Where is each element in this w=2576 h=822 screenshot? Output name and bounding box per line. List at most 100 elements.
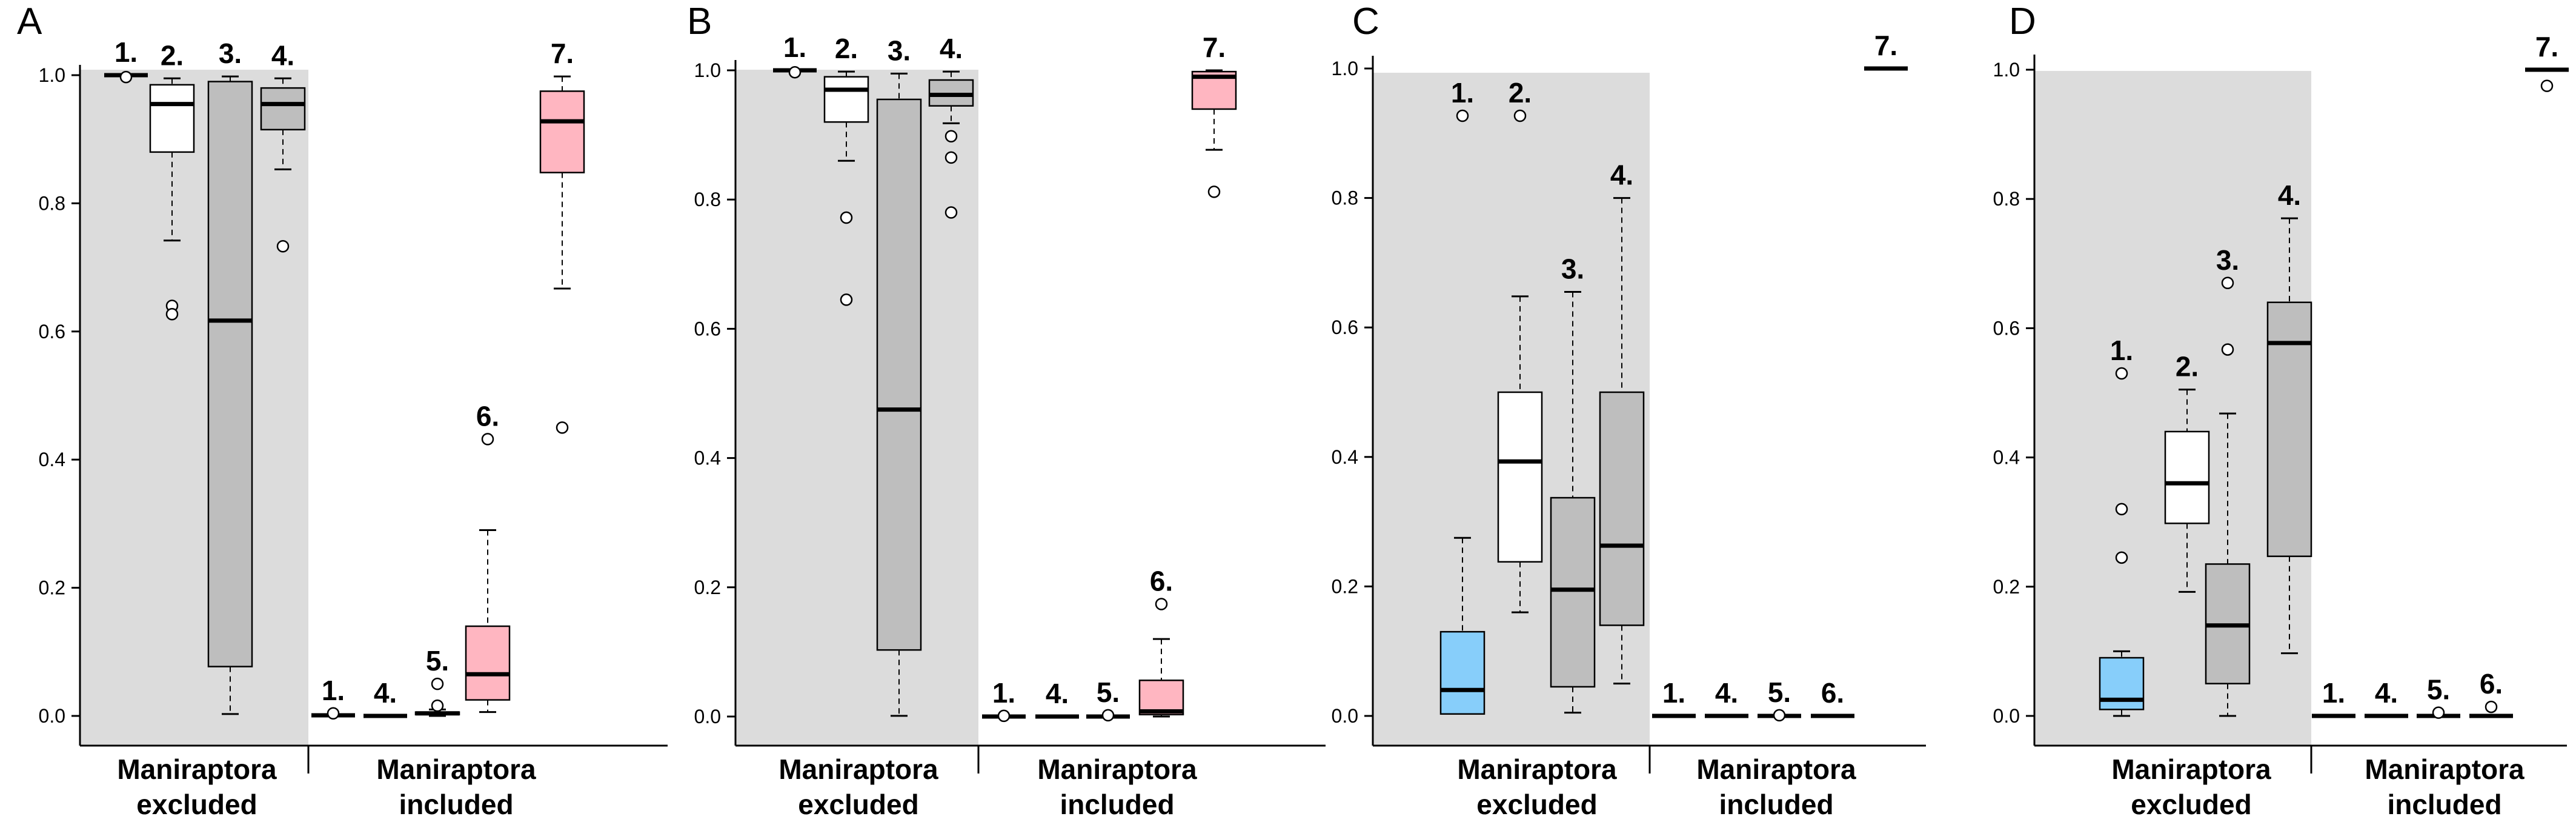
box-d-3: 3. <box>2205 244 2251 717</box>
outlier-point <box>2221 343 2234 356</box>
panel-d: D 0.0 0.2 0.4 0.6 0.8 1.0 Maniraptora excluded Ma… <box>1993 1 2569 820</box>
box-c-5: 1. <box>1652 677 1696 718</box>
box-b-5: 1. <box>982 677 1026 723</box>
box-c-4: 4. <box>1599 159 1645 685</box>
excluded-shading <box>2034 71 2311 746</box>
outlier-point <box>788 65 802 79</box>
box-label: 4. <box>374 677 397 709</box>
outlier-point <box>2485 700 2498 713</box>
y-tick-label: 0.6 <box>694 318 721 339</box>
y-tick-label: 1.0 <box>1332 58 1358 79</box>
y-tick-label: 0.0 <box>1993 705 2020 727</box>
box-label: 4. <box>2375 677 2398 709</box>
box-body <box>1550 496 1596 688</box>
group-label: Maniraptora <box>376 754 536 785</box>
panel-letter: D <box>2009 1 2036 42</box>
box-label: 2. <box>1509 77 1532 109</box>
y-tick-label: 0.8 <box>694 189 721 210</box>
y-tick-label: 0.6 <box>1993 317 2020 339</box>
box-label: 7. <box>551 38 574 69</box>
box-c-9: 7. <box>1864 30 1908 71</box>
box-label: 1. <box>2322 677 2345 709</box>
y-tick-label: 1.0 <box>1993 59 2020 81</box>
outlier-point <box>1513 109 1527 122</box>
box-c-7: 5. <box>1758 677 1801 722</box>
box-c-2: 2. <box>1497 77 1543 613</box>
box-label: 7. <box>2535 31 2558 62</box>
box-b-2: 2. <box>823 33 869 306</box>
box-b-3: 3. <box>876 35 922 717</box>
box-body <box>539 90 585 173</box>
y-tick-label: 0.6 <box>1332 316 1358 338</box>
box-label: 5. <box>2427 674 2450 706</box>
box-label: 1. <box>2110 335 2133 366</box>
outlier-point <box>2221 276 2234 290</box>
group-label: excluded <box>798 789 918 820</box>
box-label: 4. <box>940 33 963 64</box>
box-d-4: 4. <box>2266 179 2312 655</box>
box-label: 2. <box>2176 351 2199 383</box>
y-tick-label: 0.0 <box>1332 705 1358 727</box>
excluded-shading <box>735 70 978 746</box>
group-label: Maniraptora <box>1696 754 1856 785</box>
panel-letter: C <box>1352 1 1379 42</box>
y-tick-label: 0.4 <box>39 449 65 470</box>
outlier-point <box>2115 551 2128 564</box>
box-label: 7. <box>1874 30 1897 61</box>
box-d-8: 6. <box>2469 668 2513 718</box>
y-tick-label: 0.4 <box>694 447 721 469</box>
box-label: 1. <box>322 675 345 706</box>
box-body <box>149 84 195 153</box>
y-tick-label: 1.0 <box>694 59 721 81</box>
panel-a: A 0.0 0.2 0.4 0.6 0.8 1.0 Maniraptora excluded Ma… <box>17 1 668 820</box>
box-label: 5. <box>426 645 449 677</box>
group-label: Maniraptora <box>1457 754 1617 785</box>
box-body <box>2164 430 2210 524</box>
box-label: 5. <box>1768 677 1791 708</box>
box-label: 7. <box>1203 32 1226 63</box>
box-c-6: 4. <box>1705 677 1748 718</box>
panel-letter: A <box>17 1 42 42</box>
box-a-8: 6. <box>465 400 511 713</box>
box-b-7: 5. <box>1086 677 1130 722</box>
box-a-9: 7. <box>539 38 585 434</box>
outlier-point <box>165 308 179 321</box>
y-tick-label: 0.4 <box>1993 447 2020 469</box>
box-label: 1. <box>992 677 1015 709</box>
outlier-point <box>2432 706 2445 719</box>
outlier-point <box>556 421 569 434</box>
box-d-2: 2. <box>2164 351 2210 593</box>
box-label: 4. <box>1715 677 1738 709</box>
box-b-4: 4. <box>928 33 974 219</box>
box-body <box>465 625 511 701</box>
outlier-point <box>840 211 853 224</box>
outlier-point <box>944 130 958 142</box>
outlier-point <box>481 433 494 446</box>
panel-b: B 0.0 0.2 0.4 0.6 0.8 1.0 Maniraptora excluded Ma… <box>687 1 1326 820</box>
group-label: Maniraptora <box>778 754 938 785</box>
outlier-point <box>1773 709 1786 722</box>
outlier-point <box>1456 109 1469 122</box>
group-label: Maniraptora <box>1037 754 1197 785</box>
box-b-1: 1. <box>773 32 817 79</box>
box-a-4: 4. <box>260 39 306 253</box>
box-c-8: 6. <box>1811 677 1854 718</box>
outlier-point <box>1207 185 1221 198</box>
outlier-point <box>944 206 958 219</box>
box-label: 1. <box>1662 677 1685 709</box>
y-tick-label: 0.0 <box>694 706 721 727</box>
box-b-9: 7. <box>1191 32 1237 198</box>
group-label: Maniraptora <box>2111 754 2271 785</box>
box-c-1: 1. <box>1439 77 1486 715</box>
outlier-point <box>119 70 133 84</box>
box-label: 1. <box>115 36 138 68</box>
y-tick-label: 0.2 <box>1332 575 1358 597</box>
box-a-1: 1. <box>104 36 148 84</box>
y-tick-label: 0.2 <box>694 576 721 598</box>
excluded-shading <box>80 70 308 746</box>
y-tick-label: 0.8 <box>39 192 65 214</box>
box-a-3: 3. <box>207 38 253 715</box>
group-label: Maniraptora <box>2365 754 2525 785</box>
box-label: 6. <box>1821 677 1844 709</box>
